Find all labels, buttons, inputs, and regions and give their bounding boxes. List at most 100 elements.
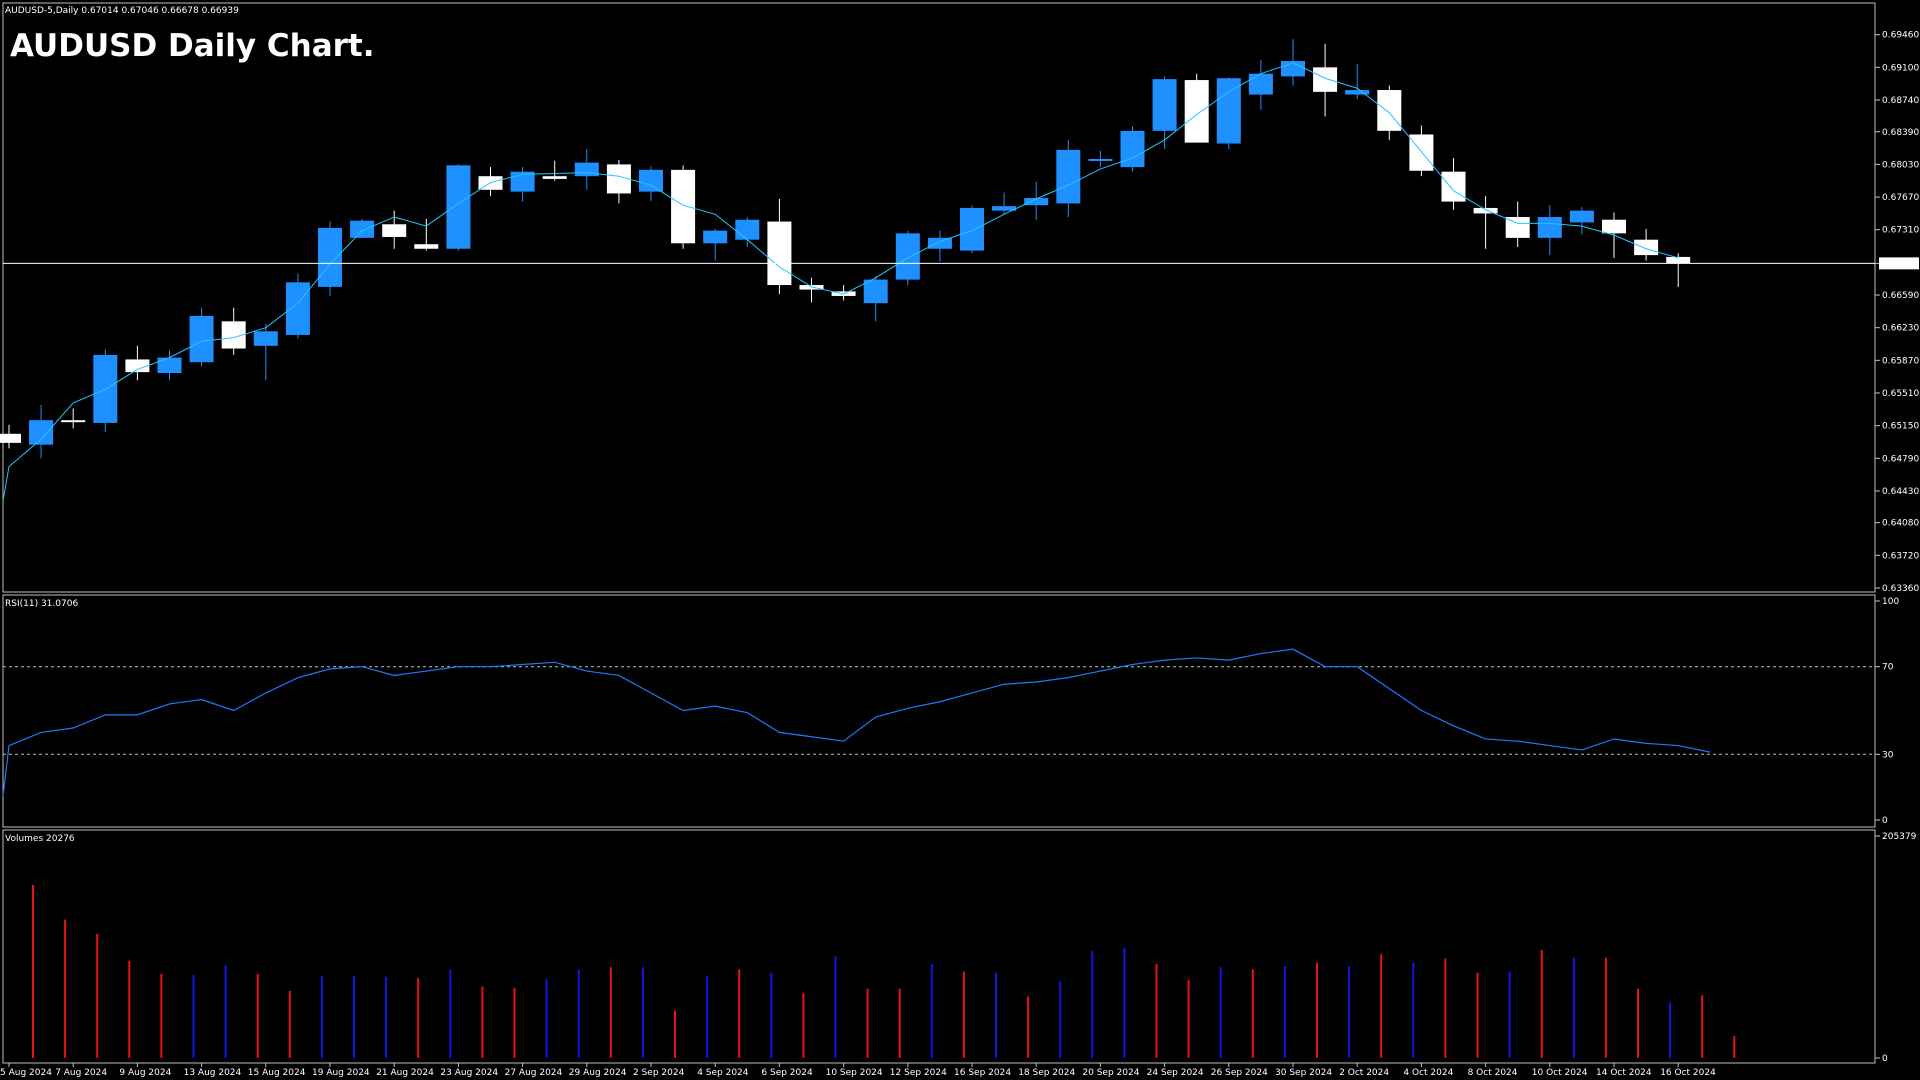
volume-panel: Volumes 20276 205379 0 [2, 829, 1917, 1064]
candle-body [992, 206, 1017, 211]
rsi-tick-label: 70 [1882, 663, 1894, 673]
time-tick-label: 7 Aug 2024 [55, 1068, 107, 1078]
moving-average-line [2, 62, 1679, 502]
candle-body [29, 420, 54, 445]
candle-body [1216, 78, 1241, 144]
price-tick-label: 0.64430 [1882, 487, 1919, 497]
candle-body [414, 244, 439, 249]
candle-body [1313, 67, 1338, 92]
price-tick-label: 0.68030 [1882, 160, 1919, 170]
candle-body [510, 171, 535, 192]
candle-body [671, 169, 696, 244]
price-tick-label: 0.66590 [1882, 291, 1919, 301]
candle-body [1120, 130, 1145, 168]
candle-body [1377, 90, 1402, 131]
volume-tick-label: 205379 [1882, 832, 1917, 842]
candle-body [318, 227, 342, 287]
time-tick-label: 6 Sep 2024 [761, 1068, 813, 1078]
candle-body [1537, 217, 1562, 238]
candle-body [1056, 149, 1081, 204]
time-tick-label: 26 Sep 2024 [1211, 1068, 1268, 1078]
candle-body [253, 331, 278, 346]
candle-body [350, 220, 375, 238]
price-tick-label: 0.66939 [1882, 259, 1919, 269]
volume-axis: 205379 0 [1875, 832, 1917, 1064]
candle-body [542, 176, 567, 179]
time-tick-label: 29 Aug 2024 [569, 1068, 627, 1078]
candle-body [767, 221, 792, 286]
candle-body [574, 162, 599, 177]
candle-body [61, 420, 86, 423]
candle-body [1666, 256, 1691, 264]
candle-body [1024, 197, 1049, 206]
candle-body [0, 433, 21, 443]
time-tick-label: 8 Oct 2024 [1468, 1068, 1518, 1078]
price-tick-label: 0.63720 [1882, 551, 1919, 561]
rsi-tick-label: 100 [1882, 597, 1899, 607]
time-axis: 5 Aug 2024 7 Aug 2024 9 Aug 2024 13 Aug 202… [0, 1063, 1716, 1078]
rsi-label: RSI(11) 31.0706 [5, 599, 78, 609]
price-axis: 0.69460 0.69100 0.68740 0.68390 0.68030 0.676… [1875, 31, 1919, 594]
time-tick-label: 10 Oct 2024 [1532, 1068, 1588, 1078]
time-tick-label: 2 Oct 2024 [1339, 1068, 1389, 1078]
volume-tick-label: 0 [1882, 1054, 1888, 1064]
candle-body [382, 224, 407, 237]
candle-body [1569, 210, 1594, 223]
candle-body [1473, 207, 1498, 214]
time-tick-label: 20 Sep 2024 [1082, 1068, 1139, 1078]
candle-body [157, 357, 182, 374]
price-panel: AUDUSD-5,Daily 0.67014 0.67046 0.66678 0… [0, 2, 1919, 594]
price-tick-label: 0.67310 [1882, 226, 1919, 236]
candle-body [189, 315, 214, 363]
candle-body [1152, 79, 1177, 131]
candle-body [1505, 217, 1530, 238]
symbol-header: AUDUSD-5,Daily 0.67014 0.67046 0.66678 0… [5, 6, 239, 16]
price-tick-label: 0.64080 [1882, 519, 1919, 529]
current-price-marker [1879, 257, 1919, 270]
price-tick-label: 0.64790 [1882, 454, 1919, 464]
candle-body [1345, 90, 1370, 95]
price-tick-label: 0.68390 [1882, 128, 1919, 138]
candle-body [1088, 158, 1113, 161]
price-tick-label: 0.65510 [1882, 389, 1919, 399]
time-tick-label: 9 Aug 2024 [119, 1068, 171, 1078]
candle-body [1184, 80, 1209, 143]
time-tick-label: 10 Sep 2024 [826, 1068, 883, 1078]
candle-body [1248, 73, 1273, 95]
candle-body [1409, 134, 1434, 171]
chart-title: AUDUSD Daily Chart. [10, 28, 375, 64]
time-tick-label: 15 Aug 2024 [248, 1068, 306, 1078]
time-tick-label: 14 Oct 2024 [1596, 1068, 1652, 1078]
volume-bars [32, 885, 1736, 1058]
time-tick-label: 19 Aug 2024 [312, 1068, 370, 1078]
time-tick-label: 16 Sep 2024 [954, 1068, 1011, 1078]
candle-body [1634, 239, 1659, 256]
candle-body [446, 165, 471, 249]
time-tick-label: 2 Sep 2024 [633, 1068, 685, 1078]
candle-body [960, 207, 984, 251]
time-tick-label: 4 Oct 2024 [1403, 1068, 1453, 1078]
candle-body [895, 233, 920, 280]
candle-body [639, 169, 663, 192]
price-tick-label: 0.65870 [1882, 356, 1919, 366]
price-tick-label: 0.65150 [1882, 422, 1919, 432]
rsi-tick-label: 0 [1882, 816, 1888, 826]
candle-body [703, 230, 728, 244]
time-tick-label: 13 Aug 2024 [184, 1068, 242, 1078]
time-tick-label: 27 Aug 2024 [505, 1068, 563, 1078]
price-tick-label: 0.69460 [1882, 31, 1919, 41]
candle-body [863, 279, 888, 304]
time-tick-label: 16 Oct 2024 [1660, 1068, 1716, 1078]
price-tick-label: 0.69100 [1882, 63, 1919, 73]
time-tick-label: 18 Sep 2024 [1018, 1068, 1075, 1078]
candle-body [285, 282, 310, 335]
price-tick-label: 0.63360 [1882, 584, 1919, 594]
candle-body [1602, 219, 1626, 234]
time-tick-label: 12 Sep 2024 [890, 1068, 947, 1078]
time-tick-label: 4 Sep 2024 [697, 1068, 749, 1078]
candle-body [1441, 171, 1466, 202]
price-tick-label: 0.67670 [1882, 193, 1919, 203]
rsi-axis: 100 70 30 0 [3, 597, 1899, 826]
rsi-tick-label: 30 [1882, 750, 1894, 760]
